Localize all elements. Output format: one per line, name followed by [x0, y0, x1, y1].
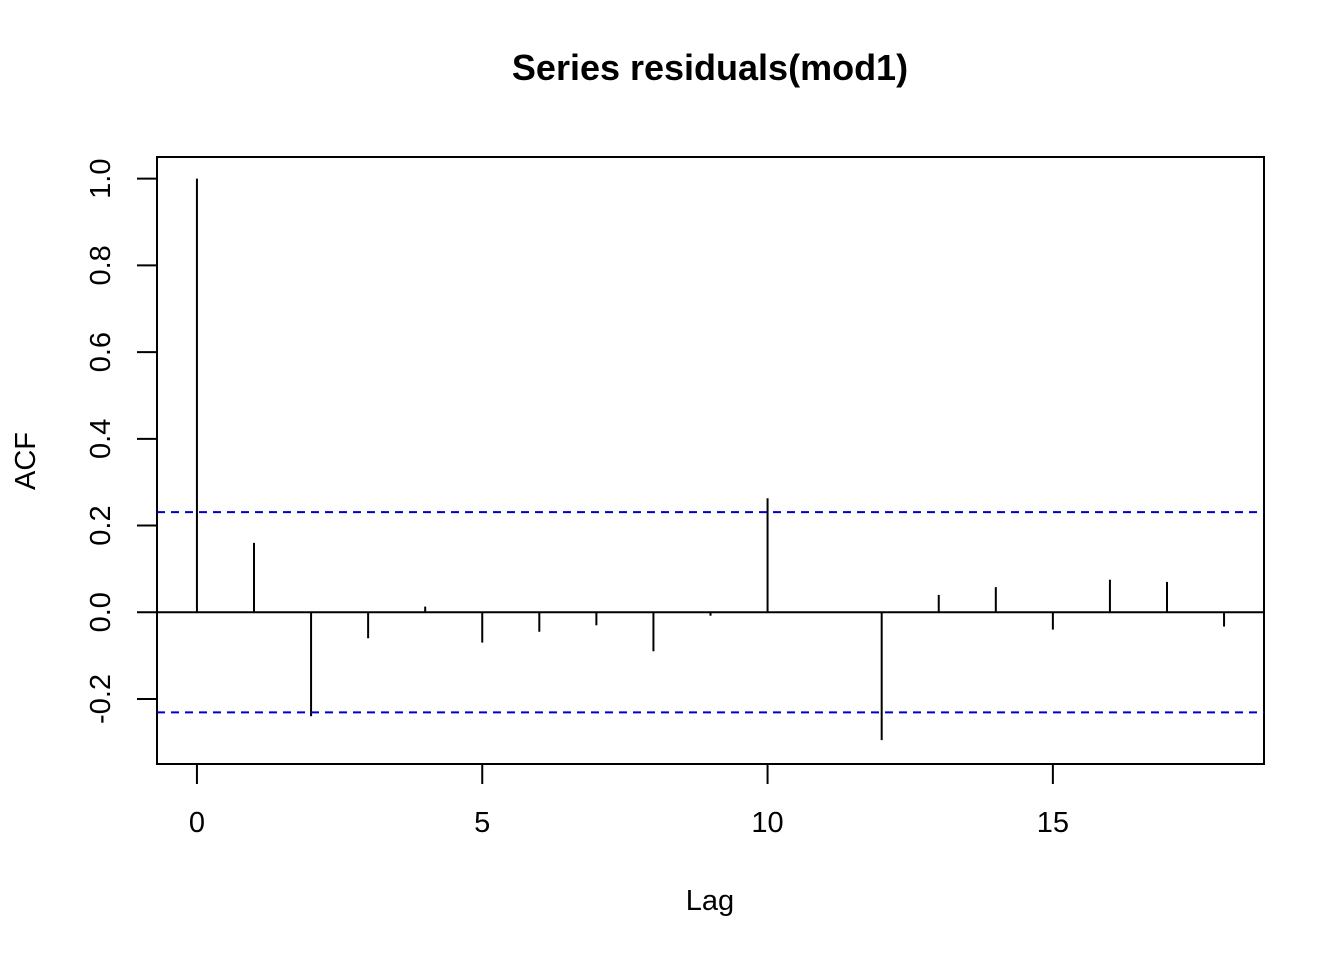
confidence-bounds — [157, 511, 1264, 714]
y-tick-label: 0.8 — [85, 245, 117, 285]
y-tick-label: -0.2 — [85, 674, 117, 724]
x-tick-label: 15 — [1037, 807, 1069, 839]
y-axis: -0.2 0.0 0.2 0.4 0.6 0.8 1.0 — [85, 159, 158, 724]
x-axis-label: Lag — [686, 885, 734, 917]
x-tick-label: 10 — [751, 807, 783, 839]
x-tick-label: 0 — [189, 807, 205, 839]
x-tick-label: 5 — [474, 807, 490, 839]
acf-bars — [157, 178, 1264, 741]
chart-title: Series residuals(mod1) — [512, 47, 908, 88]
x-axis: 0 5 10 15 — [189, 763, 1069, 839]
plot-frame — [156, 156, 1265, 765]
y-tick-label: 0.6 — [85, 332, 117, 372]
y-axis-label: ACF — [10, 432, 42, 490]
y-tick-label: 0.2 — [85, 505, 117, 545]
y-tick-label: 1.0 — [85, 159, 117, 199]
y-tick-label: 0.0 — [85, 592, 117, 632]
y-tick-label: 0.4 — [85, 419, 117, 459]
